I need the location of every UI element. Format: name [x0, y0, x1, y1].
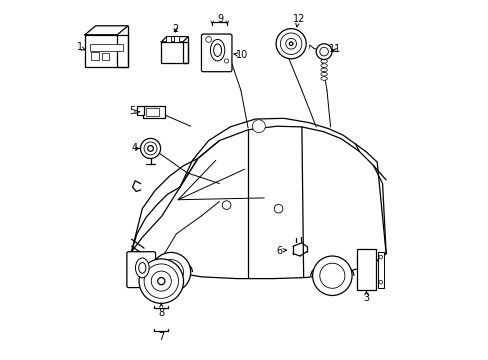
Circle shape — [252, 120, 265, 133]
Text: 4: 4 — [132, 143, 138, 153]
Circle shape — [316, 44, 331, 59]
Bar — [90, 44, 122, 50]
Text: 12: 12 — [292, 14, 305, 24]
Circle shape — [285, 39, 296, 49]
Ellipse shape — [210, 40, 224, 61]
Ellipse shape — [320, 64, 326, 67]
Bar — [102, 53, 108, 59]
Circle shape — [205, 37, 211, 42]
Bar — [377, 252, 383, 288]
Text: 3: 3 — [363, 293, 369, 303]
Circle shape — [319, 47, 328, 56]
Bar — [85, 35, 128, 67]
Circle shape — [147, 145, 153, 151]
FancyBboxPatch shape — [201, 34, 231, 72]
Text: 7: 7 — [158, 332, 164, 342]
FancyBboxPatch shape — [126, 252, 155, 288]
Circle shape — [276, 29, 305, 59]
Circle shape — [139, 259, 183, 303]
Ellipse shape — [135, 258, 149, 278]
Text: 8: 8 — [158, 309, 164, 318]
Circle shape — [144, 264, 178, 298]
Text: 1: 1 — [76, 42, 82, 52]
Text: 2: 2 — [172, 24, 179, 34]
Polygon shape — [161, 37, 188, 42]
Text: 9: 9 — [217, 14, 223, 24]
Circle shape — [158, 260, 183, 285]
Ellipse shape — [320, 72, 326, 76]
Bar — [143, 105, 164, 118]
Ellipse shape — [320, 68, 326, 72]
Circle shape — [289, 42, 292, 45]
Circle shape — [319, 263, 344, 288]
Text: 6: 6 — [276, 246, 282, 256]
Circle shape — [378, 255, 382, 259]
Circle shape — [280, 33, 301, 54]
Text: 11: 11 — [328, 44, 340, 54]
Bar — [173, 36, 179, 42]
Ellipse shape — [320, 77, 326, 80]
Polygon shape — [85, 26, 128, 35]
Ellipse shape — [320, 59, 326, 63]
Circle shape — [224, 59, 228, 63]
Bar — [161, 42, 187, 63]
Circle shape — [151, 271, 171, 291]
Bar — [90, 52, 99, 60]
Polygon shape — [117, 26, 128, 67]
Circle shape — [158, 278, 164, 285]
Circle shape — [222, 201, 230, 210]
Bar — [146, 108, 158, 116]
Circle shape — [378, 280, 382, 284]
Circle shape — [144, 142, 157, 155]
Circle shape — [274, 204, 282, 213]
Ellipse shape — [213, 44, 221, 57]
Circle shape — [140, 138, 160, 158]
Bar — [356, 249, 376, 290]
Ellipse shape — [139, 262, 145, 273]
Circle shape — [312, 256, 351, 296]
Text: 5: 5 — [129, 106, 136, 116]
Bar — [165, 36, 171, 42]
Text: 10: 10 — [235, 50, 247, 60]
Circle shape — [151, 252, 190, 292]
Bar — [137, 105, 144, 114]
